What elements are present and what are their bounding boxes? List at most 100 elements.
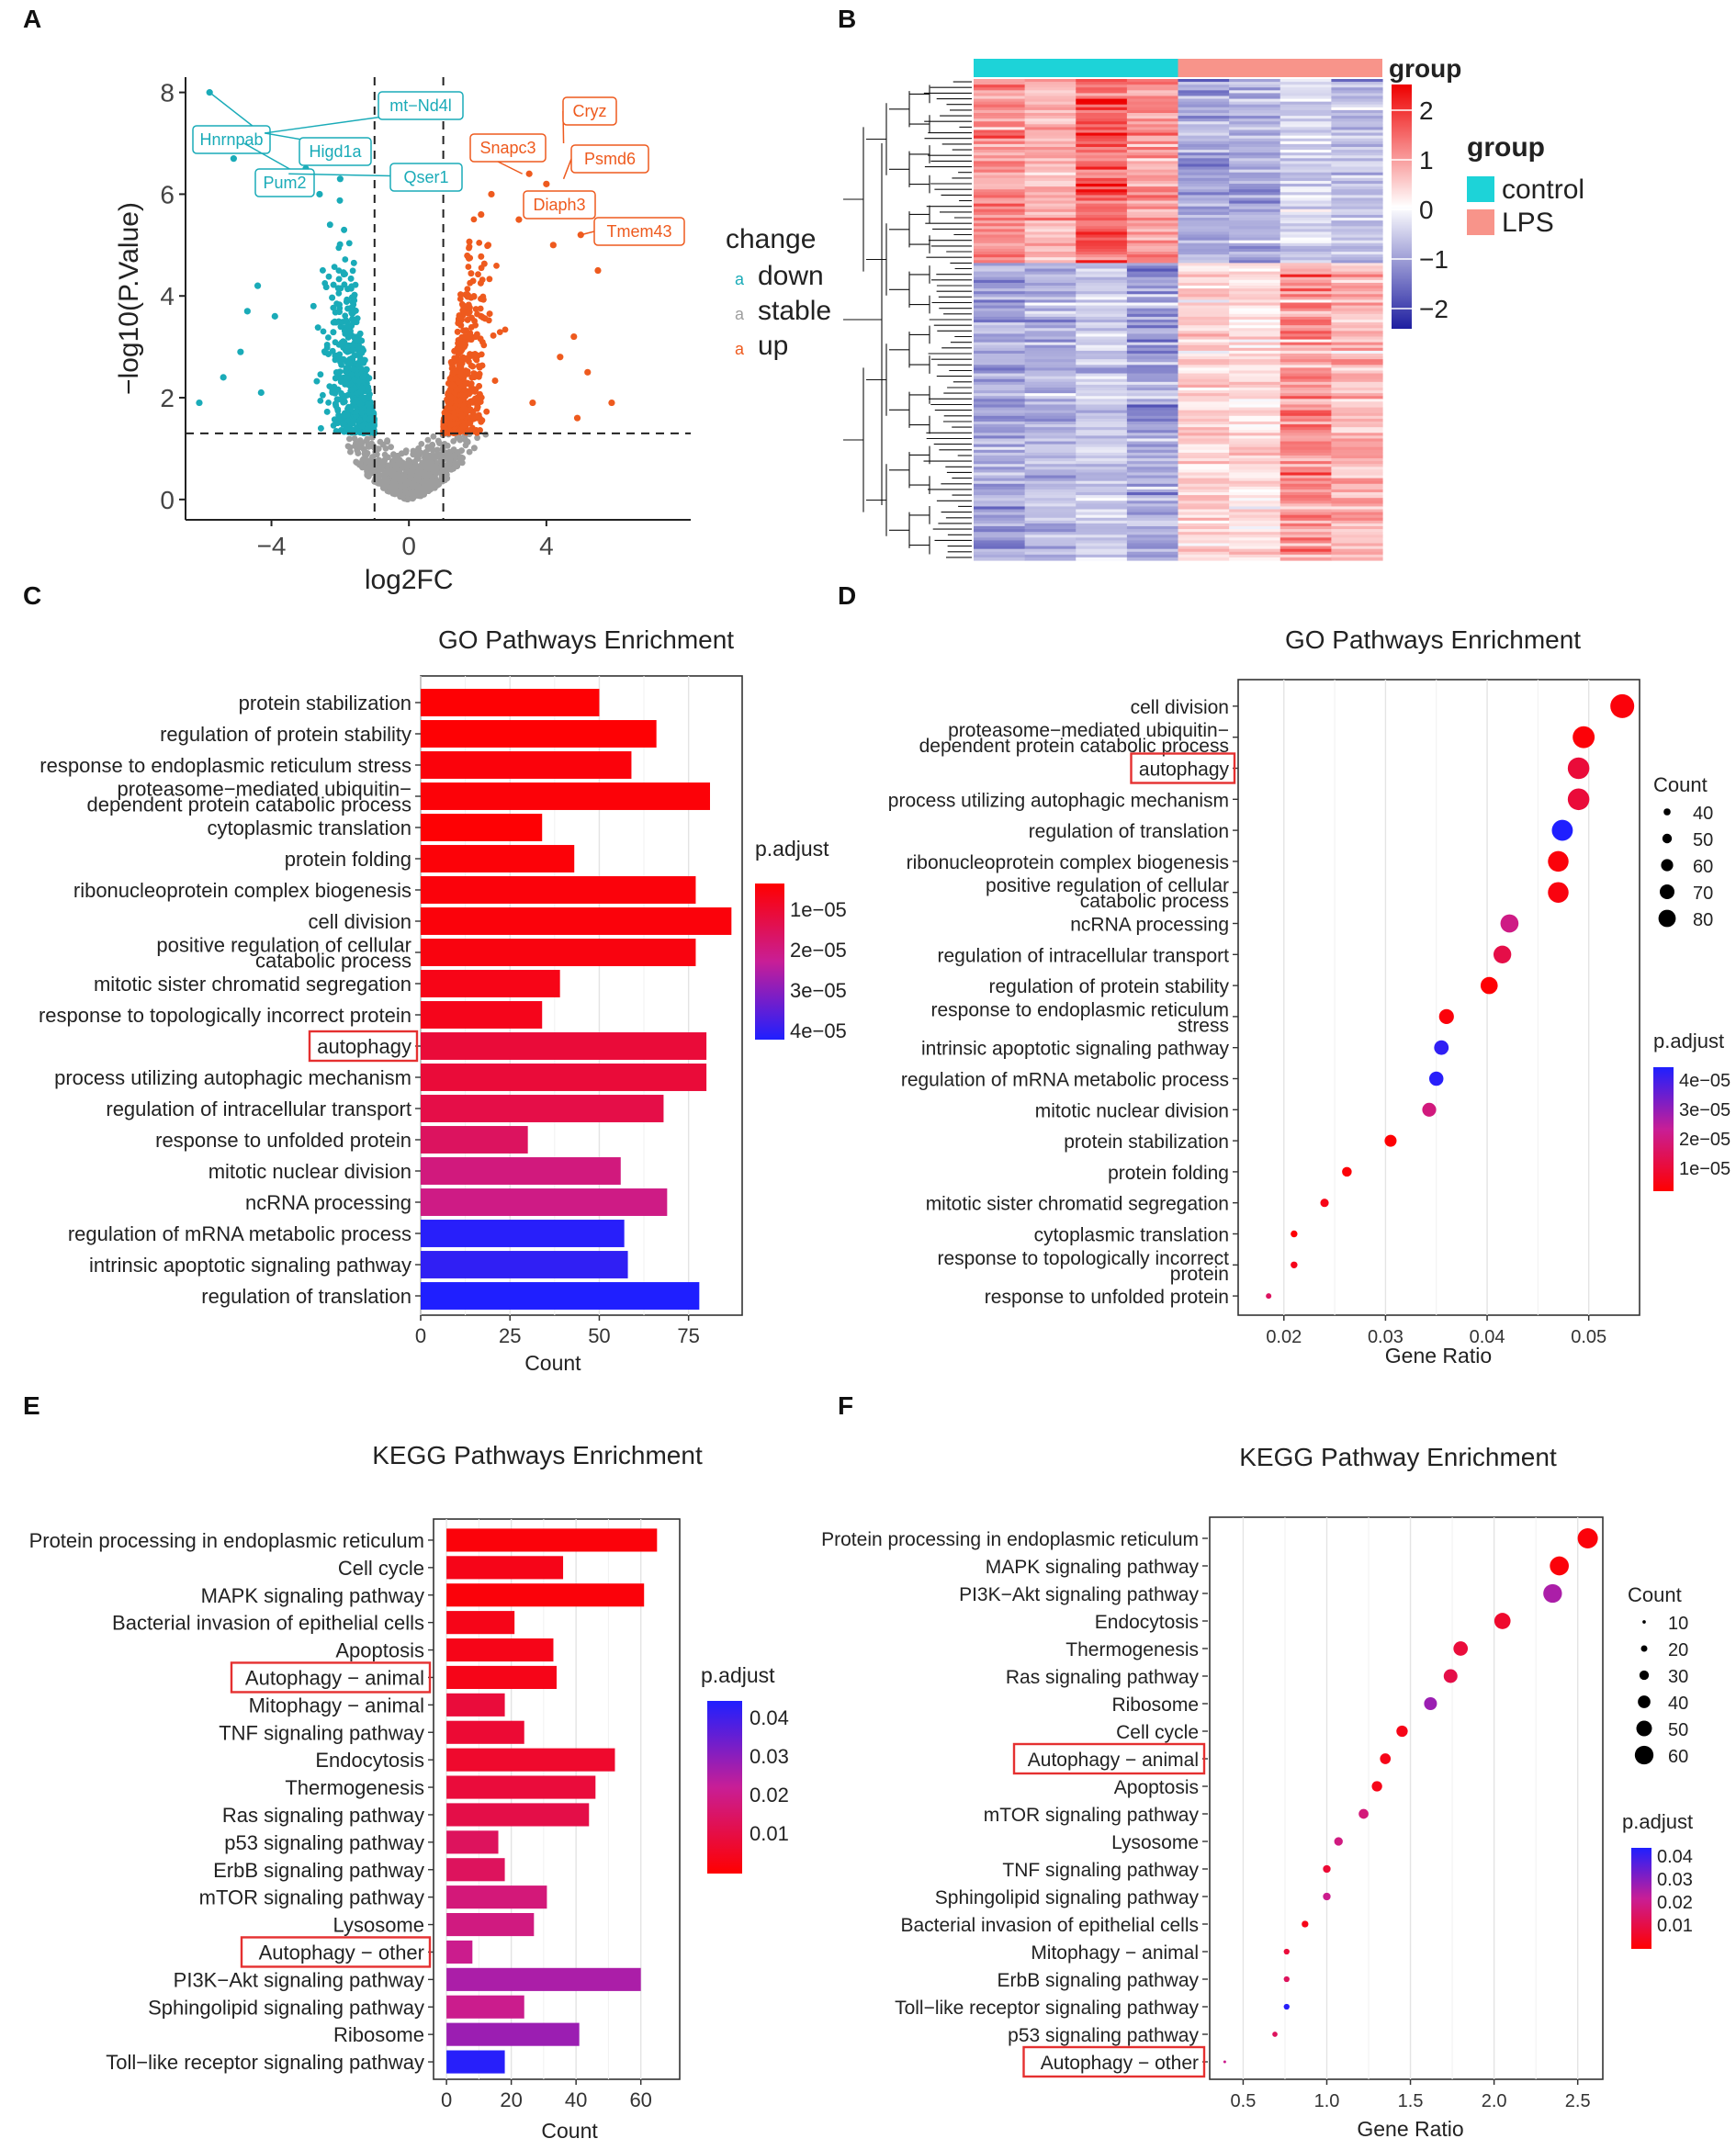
bar (421, 1126, 528, 1154)
color-legend-bar (1653, 1067, 1674, 1191)
gene-point-down (258, 389, 265, 396)
color-legend-tick-label: 4e−05 (1679, 1071, 1730, 1091)
category-label: Mitophagy − animal (249, 1694, 424, 1717)
gene-point (458, 447, 465, 454)
gene-point (465, 317, 471, 323)
gene-label: mt−Nd4l (265, 92, 463, 133)
gene-point (466, 255, 472, 262)
category-label: regulation of translation (1029, 821, 1229, 842)
gene-point (325, 351, 332, 357)
dot (1323, 1865, 1330, 1873)
dendrogram-branch (909, 536, 930, 555)
dot (1302, 1920, 1308, 1927)
gene-point (431, 433, 437, 440)
category-label: Toll−like receptor signaling pathway (106, 2051, 424, 2074)
gene-point (446, 388, 453, 394)
category-label: mTOR signaling pathway (984, 1805, 1200, 1826)
gene-point (414, 476, 421, 482)
category-label: response to endoplasmic reticulum stress (39, 754, 411, 777)
x-axis-title: Gene Ratio (1385, 1344, 1492, 1368)
chart-title: GO Pathways Enrichment (438, 625, 734, 654)
gene-point (329, 295, 335, 301)
panel-f-kegg-dot: Protein processing in endoplasmic reticu… (821, 1443, 1693, 2141)
gene-point (325, 400, 332, 406)
size-legend-label: 60 (1668, 1747, 1688, 1767)
size-legend-dot (1642, 1620, 1646, 1624)
gene-point (342, 256, 348, 263)
bar (421, 1001, 542, 1029)
dot (1550, 1557, 1569, 1576)
gene-point (425, 437, 432, 444)
group-legend-swatch (1467, 209, 1494, 235)
category-label: cytoplasmic translation (207, 816, 411, 839)
gene-point (391, 477, 398, 483)
x-tick-label: 75 (677, 1324, 699, 1347)
dot (1439, 1009, 1454, 1024)
category-label: response to topologically incorrect prot… (39, 1004, 411, 1027)
color-legend-tick-label: 3e−05 (1679, 1100, 1730, 1120)
gene-point (471, 217, 478, 223)
gene-point (355, 450, 361, 456)
gene-label: Tmem43 (581, 218, 684, 245)
category-label: regulation of mRNA metabolic process (68, 1222, 411, 1245)
gene-point (474, 406, 480, 412)
legend-title: p.adjust (755, 837, 829, 861)
gene-point-up (570, 333, 577, 340)
gene-point-up (584, 369, 591, 376)
gene-point (460, 423, 467, 430)
gene-point (321, 329, 327, 335)
dendrogram-branch (889, 392, 909, 428)
legend-tick-label: 1e−05 (790, 898, 847, 921)
dot (1358, 1809, 1369, 1819)
dot (1444, 1670, 1458, 1683)
size-legend-dot (1640, 1671, 1649, 1680)
gene-point (344, 297, 350, 303)
x-tick-label: 2.5 (1565, 2091, 1591, 2111)
bar (421, 689, 599, 716)
dendrogram-branch (889, 332, 909, 367)
dendrogram-branch (909, 355, 930, 374)
gene-point (473, 387, 479, 393)
gene-point (454, 463, 460, 469)
size-legend-label: 30 (1668, 1667, 1688, 1687)
gene-label-text: mt−Nd4l (389, 96, 452, 115)
dendrogram-branch (866, 343, 886, 416)
panel-a-volcano: 02468−4 0 4log2FC−log10(P.Value)HnrnpabPum… (114, 77, 831, 595)
color-legend-tick-label: 0.02 (1657, 1893, 1693, 1913)
gene-point (451, 348, 457, 355)
gene-point (474, 430, 480, 436)
gene-point (448, 467, 455, 473)
y-tick-label: 2 (160, 384, 175, 412)
size-legend-dot (1660, 884, 1674, 899)
gene-point (472, 322, 479, 329)
chart-title: GO Pathways Enrichment (1285, 625, 1581, 654)
y-tick-label: 4 (160, 282, 175, 310)
dot (1266, 1293, 1271, 1299)
category-label: mitotic sister chromatid segregation (926, 1194, 1229, 1215)
x-tick-label: 0.02 (1266, 1327, 1302, 1347)
dot (1424, 1697, 1437, 1710)
bar (421, 720, 657, 748)
gene-point (347, 449, 354, 456)
dot (1223, 2061, 1226, 2064)
gene-point (350, 421, 356, 427)
heatmap-cell (1229, 557, 1280, 561)
color-legend-tick-label: 0.03 (1657, 1870, 1693, 1890)
gene-point (310, 303, 317, 310)
category-label: p53 signaling pathway (1008, 2025, 1199, 2046)
gene-point (490, 332, 497, 339)
dendrogram-root (843, 143, 882, 505)
gene-point (331, 282, 337, 288)
gene-point (467, 449, 473, 456)
x-tick-label: 25 (499, 1324, 521, 1347)
dendrogram-branch (909, 175, 930, 194)
color-legend-tick-label: 1e−05 (1679, 1159, 1730, 1179)
color-legend-bar (1631, 1848, 1651, 1949)
category-label: Mitophagy − animal (1031, 1942, 1199, 1964)
dendrogram-branch (909, 416, 930, 434)
category-label: Thermogenesis (285, 1776, 424, 1799)
gene-point (421, 471, 427, 478)
bar (446, 1803, 589, 1826)
gene-point (459, 455, 466, 461)
gene-point (462, 436, 468, 443)
